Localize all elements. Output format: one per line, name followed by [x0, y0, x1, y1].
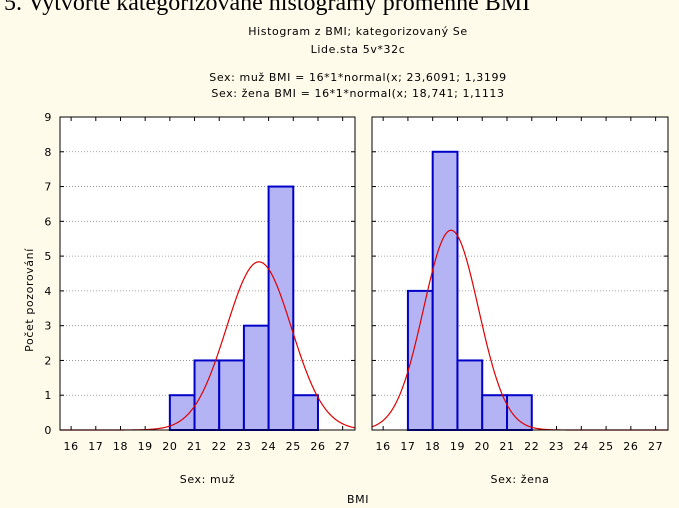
x-tick-label: 16	[64, 440, 79, 453]
x-tick-label: 23	[236, 440, 251, 453]
x-tick-label: 25	[286, 440, 301, 453]
x-tick-label: 22	[524, 440, 539, 453]
x-tick-label: 20	[162, 440, 177, 453]
x-tick-label: 16	[376, 440, 391, 453]
x-tick-label: 19	[138, 440, 153, 453]
bar	[481, 394, 508, 432]
bar	[456, 359, 484, 432]
x-tick-label: 24	[261, 440, 276, 453]
x-tick-label: 27	[648, 440, 663, 453]
y-tick-label: 6	[44, 215, 52, 228]
bar	[292, 394, 319, 432]
plot-frame	[371, 116, 669, 431]
bar	[267, 185, 295, 431]
panel-label: Sex: muž	[180, 473, 236, 486]
y-tick-label: 1	[44, 389, 52, 402]
bar	[505, 394, 533, 432]
panel-label: Sex: žena	[491, 473, 550, 486]
y-tick-label: 7	[44, 181, 52, 194]
x-tick-label: 26	[310, 440, 325, 453]
x-tick-label: 27	[335, 440, 350, 453]
y-tick-label: 4	[44, 285, 52, 298]
x-tick-label: 21	[187, 440, 202, 453]
y-tick-label: 5	[44, 250, 52, 263]
x-tick-label: 24	[574, 440, 589, 453]
x-tick-label: 17	[400, 440, 415, 453]
x-tick-label: 21	[499, 440, 514, 453]
y-tick-label: 9	[44, 111, 52, 124]
x-tick-label: 26	[623, 440, 638, 453]
chart-title: Histogram z BMI; kategorizovaný Se	[248, 25, 468, 38]
annotation: Sex: muž BMI = 16*1*normal(x; 23,6091; 1…	[209, 71, 506, 84]
y-tick-label: 2	[44, 354, 52, 367]
x-tick-label: 20	[475, 440, 490, 453]
x-tick-label: 25	[598, 440, 613, 453]
bar	[218, 359, 245, 432]
bar	[431, 150, 459, 431]
y-axis-label: Počet pozorování	[23, 248, 36, 352]
y-tick-label: 0	[44, 424, 52, 437]
x-tick-label: 22	[212, 440, 227, 453]
bar	[242, 324, 270, 431]
annotation: Sex: žena BMI = 16*1*normal(x; 18,741; 1…	[211, 87, 504, 100]
x-tick-label: 18	[425, 440, 440, 453]
x-tick-label: 19	[450, 440, 465, 453]
x-tick-label: 23	[549, 440, 564, 453]
y-tick-label: 3	[44, 320, 52, 333]
plot-frame	[59, 116, 356, 431]
heading: 5. Vytvořte kategorizované histogramy pr…	[4, 0, 530, 16]
chart-subtitle: Lide.sta 5v*32c	[311, 43, 406, 56]
x-tick-label: 18	[113, 440, 128, 453]
bar	[193, 359, 221, 432]
y-tick-label: 8	[44, 146, 52, 159]
x-tick-label: 17	[88, 440, 103, 453]
x-axis-label: BMI	[347, 493, 369, 506]
